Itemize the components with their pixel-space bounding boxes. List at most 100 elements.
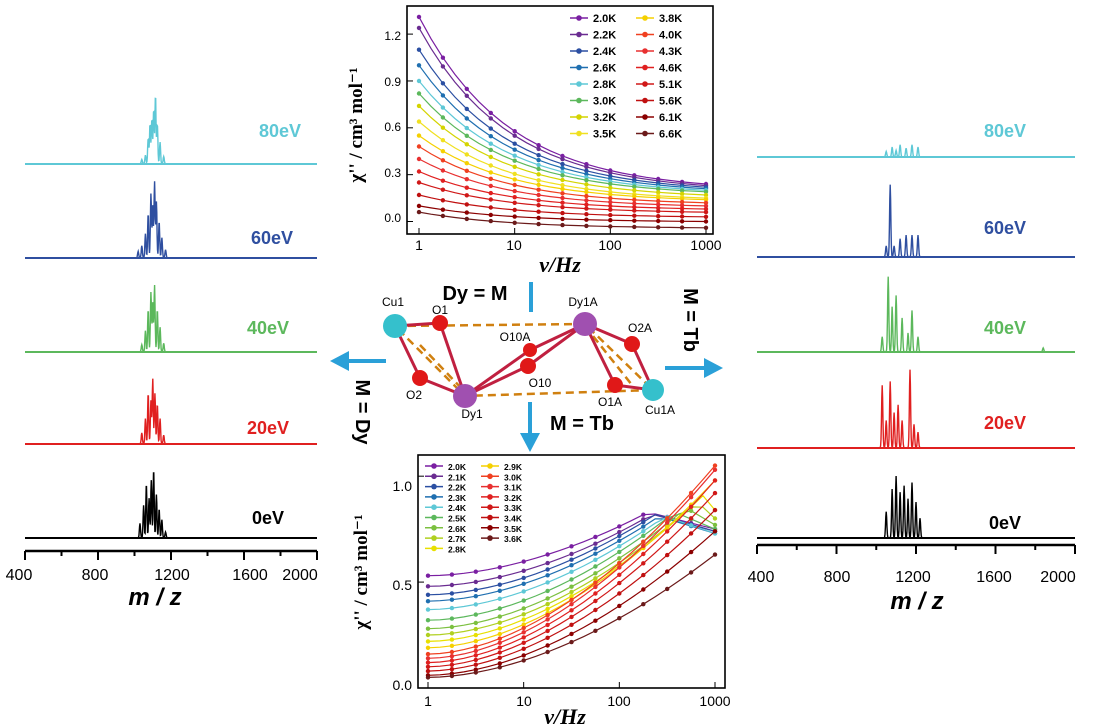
ms-right-tick-label: 400 <box>748 569 775 586</box>
legend-label: 2.4K <box>448 503 467 513</box>
legend-marker <box>642 97 648 104</box>
ac-tb-marker <box>497 596 502 601</box>
legend-marker <box>642 114 648 120</box>
ac-tb-marker <box>688 495 694 500</box>
ac-tb-marker <box>497 631 502 637</box>
atom-o <box>412 370 428 386</box>
ac-tb-marker <box>712 522 718 528</box>
ms-right-tick-label: 1200 <box>895 569 931 586</box>
legend-marker <box>576 31 582 38</box>
annotation-bottom: M = Tb <box>550 413 614 435</box>
ac-dy-marker <box>536 172 541 177</box>
legend-label: 3.6K <box>504 534 523 544</box>
ac-tb-panel: 0.0 0.5 1.0 1 10 100 1000 ν/Hz χ'' / cm³… <box>351 454 731 728</box>
ac-tb-marker <box>449 649 455 655</box>
ac-tb-marker <box>712 529 718 534</box>
ac-tb-marker <box>449 658 455 663</box>
ac-dy-marker <box>560 205 565 210</box>
ac-tb-y-tick-label: 0.0 <box>393 677 413 693</box>
ac-dy-marker <box>440 213 446 219</box>
ac-dy-marker <box>536 203 541 208</box>
atom-o <box>624 336 640 352</box>
ac-tb-marker <box>569 597 574 603</box>
legend-label: 2.5K <box>448 514 467 524</box>
ac-tb-marker <box>521 635 526 640</box>
ac-tb-marker <box>521 617 526 622</box>
ac-tb-marker <box>425 645 431 650</box>
ac-dy-marker <box>560 186 565 192</box>
ac-tb-marker <box>449 637 455 642</box>
ac-dy-marker <box>464 216 469 222</box>
ms-left-series-label: 60eV <box>251 228 293 248</box>
legend-label: 4.6K <box>659 63 682 75</box>
legend-marker <box>642 15 648 21</box>
ac-dy-marker <box>560 195 565 201</box>
legend-label: 2.8K <box>448 544 467 554</box>
bond <box>464 348 531 398</box>
ac-dy-marker <box>416 209 422 215</box>
ac-tb-x-tick-label: 1 <box>424 693 432 709</box>
ac-tb-marker <box>497 645 502 650</box>
ac-dy-marker <box>656 198 661 204</box>
legend-marker <box>487 483 493 490</box>
ac-dy-marker <box>488 205 493 210</box>
ac-dy-marker <box>584 223 589 229</box>
ac-dy-marker <box>608 218 613 223</box>
ac-tb-marker <box>593 557 598 562</box>
ac-tb-marker <box>425 656 431 661</box>
molecular-structure: Cu1 O1 O2 Dy1 O10A O10 Dy1A O2A O1A Cu1A <box>382 295 675 421</box>
ac-tb-marker <box>688 508 694 513</box>
ac-dy-marker <box>512 182 517 188</box>
ac-dy-marker <box>464 168 469 173</box>
ac-tb-marker <box>521 630 526 635</box>
ac-tb-marker <box>449 662 455 667</box>
ac-tb-marker <box>617 533 622 539</box>
ac-dy-marker <box>608 199 613 205</box>
ac-dy-marker <box>536 157 541 163</box>
legend-label: 2.9K <box>504 462 523 472</box>
ac-dy-marker <box>679 206 685 211</box>
ac-dy-x-tick-label: 1000 <box>690 237 721 253</box>
ac-tb-marker <box>425 592 431 597</box>
ms-right-series-label: 40eV <box>984 318 1026 338</box>
legend-label: 3.3K <box>504 503 523 513</box>
ac-dy-marker <box>488 197 493 202</box>
legend-marker <box>431 545 437 552</box>
ac-tb-marker <box>593 584 598 590</box>
legend-label: 2.6K <box>593 63 616 75</box>
ms-right-traces <box>757 144 1075 540</box>
ac-dy-marker <box>416 180 422 185</box>
ac-dy-marker <box>512 129 517 134</box>
ac-tb-marker <box>521 589 526 594</box>
legend-label: 3.2K <box>593 112 616 124</box>
ac-tb-marker <box>473 602 478 607</box>
ac-dy-marker <box>416 203 422 209</box>
ms-left-series-label: 80eV <box>259 121 301 141</box>
ac-tb-marker <box>425 664 431 669</box>
ac-tb-marker <box>545 596 550 601</box>
legend-marker <box>487 463 493 469</box>
ac-tb-marker <box>425 675 431 680</box>
legend-label: 5.1K <box>659 79 682 91</box>
ac-tb-marker <box>425 668 431 674</box>
ac-dy-marker <box>560 161 565 167</box>
ac-dy-marker <box>440 105 446 110</box>
atom-label: Cu1A <box>645 403 675 417</box>
ac-tb-marker <box>688 516 694 521</box>
ac-tb-marker <box>521 646 526 651</box>
ac-dy-marker <box>632 194 637 199</box>
ac-tb-marker <box>425 626 431 631</box>
ac-dy-marker <box>512 177 517 182</box>
ac-tb-marker <box>593 607 598 613</box>
ac-tb-x-tick-label: 1000 <box>699 693 730 709</box>
ac-dy-marker <box>656 190 661 195</box>
ac-tb-marker <box>617 544 622 549</box>
ac-dy-marker <box>464 210 469 215</box>
ms-left-series-label: 20eV <box>247 418 289 438</box>
ac-dy-marker <box>512 214 517 219</box>
ac-tb-marker <box>641 533 646 538</box>
ac-tb-marker <box>545 601 550 607</box>
ac-tb-marker <box>497 606 502 611</box>
ac-dy-marker <box>512 220 517 225</box>
ac-dy-marker <box>464 133 469 138</box>
